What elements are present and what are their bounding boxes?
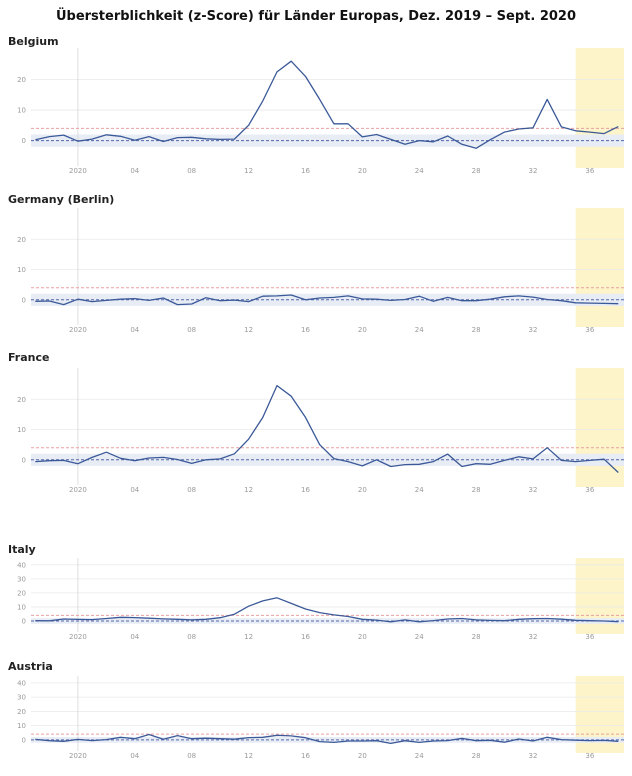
country-label-belgium: Belgium — [8, 35, 59, 48]
austria-zscore-line — [35, 733, 619, 745]
belgium-x-tick-label: 12 — [244, 167, 253, 175]
germany-berlin-x-tick-label: 04 — [130, 326, 139, 334]
italy-y-tick-label: 10 — [17, 603, 26, 611]
france-x-tick-label: 36 — [585, 486, 594, 494]
france-y-tick-label: 0 — [22, 456, 26, 464]
france-x-tick-label: 2020 — [69, 486, 87, 494]
germany-berlin-x-tick-label: 2020 — [69, 326, 87, 334]
belgium-y-tick-label: 20 — [17, 76, 26, 84]
belgium-x-tick-label: 28 — [472, 167, 481, 175]
france-x-tick-label: 16 — [301, 486, 310, 494]
italy-x-tick-label: 32 — [529, 633, 538, 641]
austria-y-tick-label: 30 — [17, 694, 26, 702]
belgium-x-tick-label: 04 — [130, 167, 139, 175]
country-label-austria: Austria — [8, 660, 53, 673]
italy-zscore-line — [35, 597, 619, 623]
austria-y-tick-label: 40 — [17, 679, 26, 687]
austria-x-tick-label: 32 — [529, 752, 538, 760]
italy-x-tick-label: 20 — [358, 633, 367, 641]
country-label-italy: Italy — [8, 543, 36, 556]
italy-y-tick-label: 20 — [17, 589, 26, 597]
italy-y-tick-label: 0 — [22, 617, 26, 625]
belgium-x-tick-label: 16 — [301, 167, 310, 175]
italy-x-tick-label: 12 — [244, 633, 253, 641]
austria-y-tick-label: 0 — [22, 736, 26, 744]
italy-y-tick-label: 40 — [17, 561, 26, 569]
germany-berlin-x-tick-label: 24 — [415, 326, 424, 334]
country-label-germany-berlin: Germany (Berlin) — [8, 193, 115, 206]
austria-x-tick-label: 16 — [301, 752, 310, 760]
belgium-zscore-line — [35, 60, 619, 149]
italy-x-tick-label: 04 — [130, 633, 139, 641]
belgium-x-tick-label: 36 — [585, 167, 594, 175]
country-label-france: France — [8, 351, 50, 364]
austria-x-tick-label: 28 — [472, 752, 481, 760]
belgium-x-tick-label: 24 — [415, 167, 424, 175]
italy-y-tick-label: 30 — [17, 575, 26, 583]
france-highlight-region — [575, 368, 624, 487]
belgium-x-tick-label: 32 — [529, 167, 538, 175]
france-x-tick-label: 20 — [358, 486, 367, 494]
france-x-tick-label: 08 — [187, 486, 196, 494]
germany-berlin-x-tick-label: 28 — [472, 326, 481, 334]
germany-berlin-y-tick-label: 20 — [17, 236, 26, 244]
germany-berlin-y-tick-label: 0 — [22, 296, 26, 304]
belgium-x-tick-label: 20 — [358, 167, 367, 175]
germany-berlin-x-tick-label: 36 — [585, 326, 594, 334]
austria-x-tick-label: 36 — [585, 752, 594, 760]
france-zscore-line — [35, 384, 619, 473]
germany-berlin-x-tick-label: 20 — [358, 326, 367, 334]
germany-berlin-x-tick-label: 08 — [187, 326, 196, 334]
germany-berlin-x-tick-label: 16 — [301, 326, 310, 334]
germany-berlin-zscore-line — [35, 294, 619, 306]
austria-x-tick-label: 08 — [187, 752, 196, 760]
france-x-tick-label: 24 — [415, 486, 424, 494]
france-x-tick-label: 04 — [130, 486, 139, 494]
italy-x-tick-label: 36 — [585, 633, 594, 641]
austria-x-tick-label: 2020 — [69, 752, 87, 760]
italy-x-tick-label: 24 — [415, 633, 424, 641]
belgium-highlight-region — [575, 48, 624, 168]
chart-title: Übersterblichkeit (z-Score) für Länder E… — [55, 9, 577, 24]
france-x-tick-label: 28 — [472, 486, 481, 494]
italy-x-tick-label: 2020 — [69, 633, 87, 641]
germany-berlin-x-tick-label: 32 — [529, 326, 538, 334]
austria-x-tick-label: 24 — [415, 752, 424, 760]
italy-x-tick-label: 28 — [472, 633, 481, 641]
italy-x-tick-label: 08 — [187, 633, 196, 641]
germany-berlin-y-tick-label: 10 — [17, 266, 26, 274]
belgium-x-tick-label: 2020 — [69, 167, 87, 175]
france-x-tick-label: 32 — [529, 486, 538, 494]
france-y-tick-label: 10 — [17, 426, 26, 434]
france-y-tick-label: 20 — [17, 396, 26, 404]
belgium-x-tick-label: 08 — [187, 167, 196, 175]
austria-x-tick-label: 20 — [358, 752, 367, 760]
france-x-tick-label: 12 — [244, 486, 253, 494]
austria-y-tick-label: 20 — [17, 708, 26, 716]
belgium-y-tick-label: 0 — [22, 137, 26, 145]
belgium-y-tick-label: 10 — [17, 107, 26, 115]
austria-y-tick-label: 10 — [17, 722, 26, 730]
germany-berlin-x-tick-label: 12 — [244, 326, 253, 334]
austria-x-tick-label: 04 — [130, 752, 139, 760]
italy-x-tick-label: 16 — [301, 633, 310, 641]
germany-berlin-highlight-region — [575, 208, 624, 327]
austria-x-tick-label: 12 — [244, 752, 253, 760]
